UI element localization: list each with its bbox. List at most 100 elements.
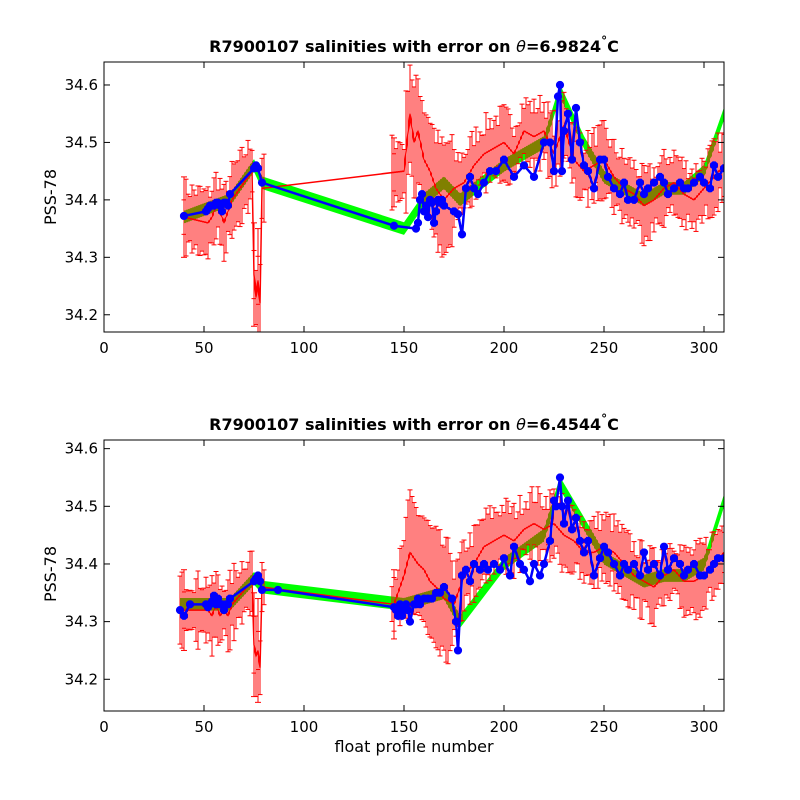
salinity-point	[649, 178, 659, 187]
salinity-point	[403, 605, 413, 615]
salinity-point	[495, 565, 505, 574]
y-tick-label: 34.2	[65, 670, 98, 688]
salinity-point	[465, 577, 475, 586]
salinity-point	[483, 565, 493, 574]
y-tick-label: 34.5	[65, 497, 98, 515]
salinity-point	[273, 585, 283, 595]
salinity-point	[575, 536, 585, 546]
salinity-point	[223, 201, 233, 210]
salinity-point	[583, 536, 593, 546]
salinity-point	[557, 167, 567, 176]
panel-top-title: R7900107 salinities with error on θ=6.98…	[209, 34, 619, 56]
x-tick-label: 50	[194, 718, 213, 736]
salinity-point	[447, 594, 457, 603]
salinity-point	[571, 513, 581, 522]
panel-top-plot-area: 0 50 100 150 200 250 300 34.2 34.3 34.4 34.5 34.6	[65, 61, 725, 357]
panel-top-title-unit: C	[607, 37, 619, 56]
error-series-line	[183, 113, 724, 304]
x-tick-label: 100	[290, 718, 319, 736]
salinity-point	[713, 172, 723, 181]
salinity-point	[439, 201, 449, 210]
salinity-point	[545, 138, 555, 147]
salinity-point	[225, 594, 235, 603]
salinity-point	[505, 571, 515, 580]
salinity-point	[255, 577, 265, 586]
panel-bottom-xlabel: float profile number	[334, 737, 494, 756]
salinity-point	[253, 164, 263, 173]
salinity-point	[567, 155, 577, 164]
axes-box	[103, 61, 725, 333]
salinity-point	[499, 554, 509, 563]
salinity-point	[635, 178, 645, 187]
salinity-point	[431, 207, 441, 216]
salinity-point	[575, 138, 585, 147]
salinity-point	[709, 559, 719, 569]
x-tick-label: 150	[390, 339, 419, 357]
mapped-salinity-band	[180, 476, 724, 628]
panel-top-title-theta: θ	[516, 37, 526, 56]
salinity-point	[257, 178, 267, 187]
salinity-point	[659, 542, 669, 551]
salinity-point	[675, 178, 685, 187]
salinity-point	[629, 559, 639, 569]
salinity-point	[619, 559, 629, 569]
salinity-point	[553, 92, 563, 101]
salinity-point	[417, 190, 427, 199]
salinity-point	[225, 190, 235, 199]
salinity-point	[473, 190, 483, 199]
y-tick-label: 34.4	[65, 555, 98, 573]
salinity-point	[659, 178, 669, 187]
salinity-point	[635, 571, 645, 580]
salinity-point	[555, 473, 565, 482]
salinity-point	[639, 190, 649, 199]
x-tick-label: 200	[490, 339, 519, 357]
salinity-point	[599, 542, 609, 551]
y-tick-label: 34.3	[65, 248, 98, 266]
y-tick-label: 34.6	[65, 440, 98, 458]
salinity-point	[427, 594, 437, 603]
salinity-point	[615, 190, 625, 199]
x-tick-label: 100	[290, 339, 319, 357]
salinity-point	[489, 559, 499, 569]
salinity-point	[509, 172, 519, 181]
x-tick-label: 250	[590, 718, 619, 736]
x-tick-label: 300	[690, 339, 719, 357]
salinity-point	[179, 211, 189, 221]
salinity-point	[719, 554, 724, 563]
salinity-point	[623, 565, 633, 574]
salinity-point	[479, 559, 489, 569]
salinity-point	[389, 221, 399, 230]
x-tick-label: 250	[590, 339, 619, 357]
y-tick-label: 34.4	[65, 191, 98, 209]
salinity-point	[643, 565, 653, 574]
x-tick-label: 300	[690, 718, 719, 736]
salinity-point	[519, 565, 529, 574]
salinity-point	[429, 218, 439, 227]
salinity-point	[423, 213, 433, 222]
panel-top: R7900107 salinities with error on θ=6.98…	[41, 34, 725, 357]
panel-bottom: R7900107 salinities with error on θ=6.45…	[41, 412, 725, 756]
y-tick-label: 34.5	[65, 133, 98, 151]
salinity-point	[479, 178, 489, 187]
salinity-point	[529, 559, 539, 569]
salinity-point	[699, 178, 709, 187]
panel-top-title-prefix: R7900107 salinities with error on	[209, 37, 516, 56]
panel-bottom-title-unit: C	[607, 415, 619, 434]
panel-top-title-degree: °	[601, 34, 607, 48]
panel-top-title-value: =6.9824	[526, 37, 601, 56]
salinity-point	[515, 559, 525, 569]
salinity-point	[649, 559, 659, 569]
salinity-point	[675, 559, 685, 569]
salinity-point	[669, 554, 679, 563]
salinity-point	[453, 646, 463, 655]
y-tick-label: 34.3	[65, 613, 98, 631]
salinity-point	[439, 582, 449, 592]
salinity-point	[525, 577, 535, 586]
salinity-point	[175, 605, 185, 615]
salinity-point	[615, 571, 625, 580]
salinity-point	[663, 565, 673, 574]
salinity-point	[679, 571, 689, 580]
salinity-point	[669, 184, 679, 193]
y-tick-label: 34.6	[65, 76, 98, 94]
